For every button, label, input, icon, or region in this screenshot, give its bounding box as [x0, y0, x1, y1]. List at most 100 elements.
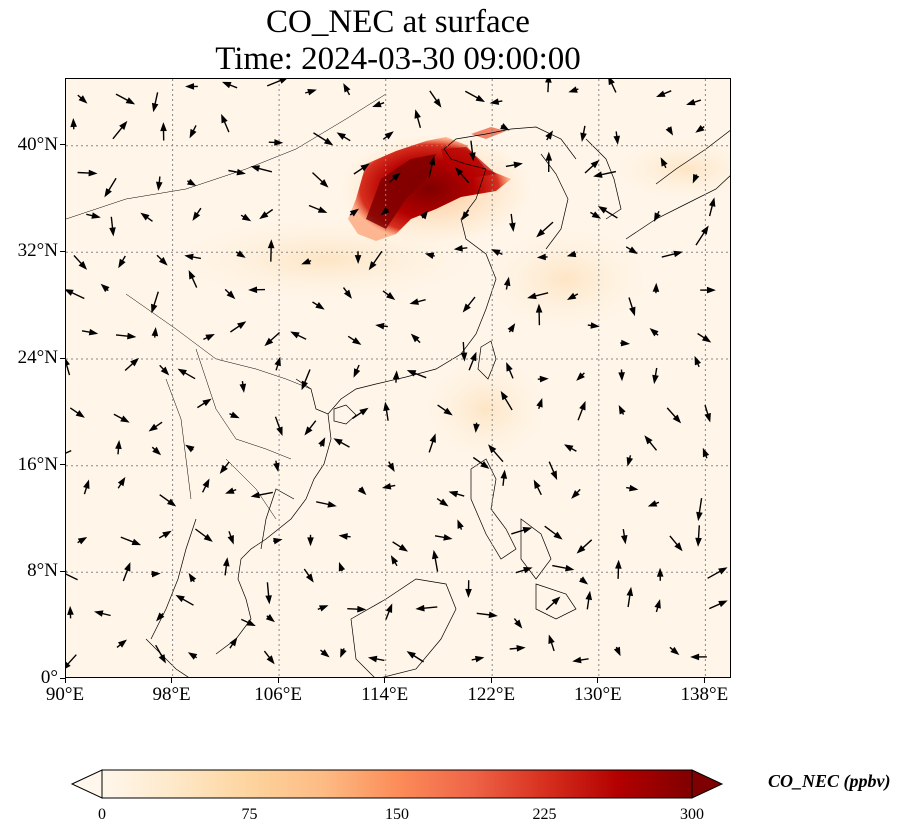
wind-arrow-head — [568, 86, 578, 93]
wind-arrow-head — [652, 282, 660, 292]
wind-arrow-head — [516, 645, 526, 652]
wind-arrow-head — [250, 165, 260, 172]
wind-arrow-head — [205, 334, 215, 341]
wind-arrow-head — [653, 212, 661, 222]
wind-arrow-shaft — [66, 573, 78, 581]
wind-arrow-head — [474, 655, 485, 663]
wind-arrow-head — [155, 181, 163, 191]
wind-arrow-head — [265, 614, 275, 623]
wind-arrow-head — [701, 225, 709, 235]
wind-arrow-head — [315, 302, 325, 310]
y-tick-mark — [60, 250, 65, 252]
wind-arrow-head — [629, 484, 639, 492]
wind-arrow-head — [340, 648, 347, 658]
wind-arrow-head — [184, 253, 194, 261]
wind-arrow-head — [571, 490, 580, 499]
wind-arrow-head — [545, 130, 554, 140]
wind-arrow-head — [656, 90, 666, 98]
wind-arrow-head — [117, 476, 126, 487]
wind-arrow-head — [489, 98, 500, 105]
wind-arrow-head — [563, 444, 574, 452]
wind-arrow-head — [656, 567, 664, 577]
wind-arrow-head — [225, 487, 235, 494]
wind-arrow-head — [187, 178, 197, 187]
wind-arrow-head — [115, 439, 122, 450]
wind-arrow-head — [572, 656, 582, 664]
wind-arrow-head — [550, 470, 558, 481]
wind-arrow-head — [473, 423, 480, 433]
wind-arrow-head — [674, 542, 683, 552]
wind-arrow-head — [694, 355, 702, 366]
wind-arrow-head — [488, 611, 498, 619]
wind-arrow-head — [390, 555, 399, 565]
wind-arrow-head — [237, 321, 247, 330]
wind-arrow-head — [522, 527, 533, 534]
wind-arrow-head — [236, 250, 246, 258]
wind-arrow-head — [431, 549, 439, 560]
wind-arrow-head — [410, 333, 420, 343]
wind-arrow-head — [647, 500, 658, 507]
wind-arrow-head — [264, 337, 274, 347]
x-tick-label: 90°E — [45, 684, 85, 705]
wind-arrow-head — [514, 619, 523, 629]
wind-arrow-head — [672, 414, 682, 424]
x-tick-label: 106°E — [254, 684, 302, 705]
wind-arrow-head — [124, 562, 131, 572]
wind-arrow-head — [385, 603, 393, 613]
wind-arrow-head — [318, 437, 326, 447]
wind-arrow-head — [273, 537, 283, 545]
wind-arrow-head — [649, 328, 659, 337]
wind-arrow-head — [461, 211, 470, 221]
wind-arrow-head — [644, 435, 653, 445]
wind-arrow-head — [673, 250, 683, 258]
wind-arrow-head — [192, 211, 201, 221]
country-borders — [66, 93, 387, 520]
wind-arrow-head — [670, 646, 680, 656]
wind-arrow-head — [398, 544, 409, 552]
wind-arrow-head — [608, 79, 615, 86]
wind-arrow-head — [368, 261, 377, 271]
wind-arrow-head — [500, 469, 508, 479]
wind-arrow-head — [359, 407, 369, 416]
wind-arrow-head — [236, 168, 246, 176]
wind-arrow-head — [70, 117, 77, 128]
wind-arrow-head — [696, 511, 703, 522]
wind-arrow-head — [307, 88, 317, 96]
map-subtitle-time: Time: 2024-03-30 09:00:00 — [215, 41, 581, 77]
wind-arrow-head — [274, 139, 284, 146]
wind-arrow-head — [626, 456, 634, 467]
wind-arrow-head — [523, 566, 533, 574]
wind-arrow-head — [509, 222, 516, 232]
wind-arrow-head — [533, 479, 541, 490]
wind-arrow-head — [513, 161, 523, 169]
y-tick-label: 24°N — [17, 347, 58, 368]
wind-arrow-head — [618, 372, 625, 382]
colorbar — [70, 769, 724, 799]
coastlines — [145, 126, 730, 677]
wind-arrow-head — [443, 407, 453, 416]
wind-arrow-head — [591, 211, 602, 219]
wind-arrow-head — [628, 246, 638, 255]
wind-arrow-head — [527, 292, 537, 300]
wind-arrow-head — [100, 283, 110, 293]
wind-arrow-head — [175, 594, 185, 603]
wind-arrow-head — [415, 604, 425, 612]
wind-arrow-head — [304, 426, 313, 436]
wind-arrow-head — [448, 490, 459, 498]
wind-arrow-head — [424, 252, 435, 259]
x-tick-mark — [171, 678, 173, 683]
wind-arrow-head — [156, 612, 165, 622]
wind-arrow-head — [579, 400, 586, 411]
y-tick-mark — [60, 144, 65, 146]
wind-arrow-head — [187, 652, 198, 660]
wind-arrow-head — [267, 239, 275, 249]
wind-arrow-head — [319, 179, 329, 188]
wind-arrow-head — [718, 600, 728, 608]
wind-arrow-head — [428, 156, 436, 166]
wind-arrow-head — [349, 208, 360, 217]
x-tick-label: 122°E — [467, 684, 516, 705]
wind-arrow-head — [357, 486, 367, 495]
wind-arrow-head — [318, 605, 329, 612]
wind-arrow-head — [274, 356, 281, 367]
wind-vectors — [66, 79, 728, 669]
